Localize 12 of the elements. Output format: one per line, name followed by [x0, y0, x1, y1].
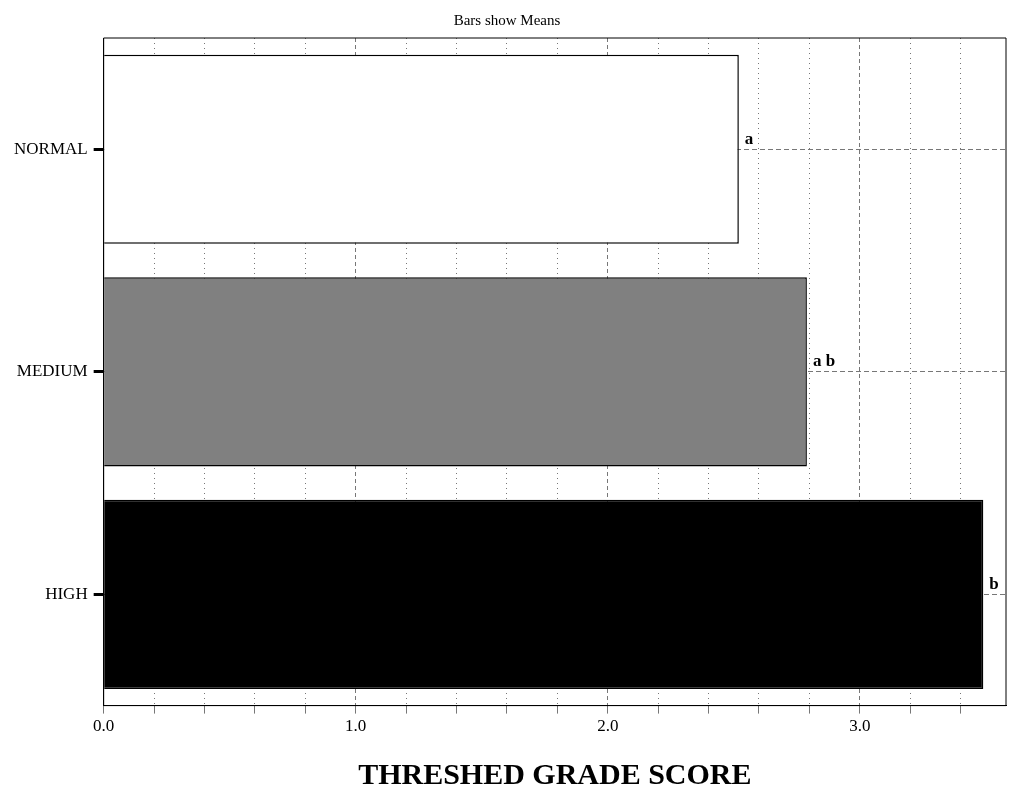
x-tick-label: 2.0 [597, 716, 619, 736]
y-tick-label: NORMAL [14, 138, 88, 158]
chart-title: Bars show Means [453, 11, 561, 28]
annotation: a [744, 128, 754, 148]
x-tick-label: 0.0 [93, 716, 115, 736]
annotation: b [989, 573, 999, 593]
x-tick-label: 1.0 [345, 716, 367, 736]
annotation: a b [812, 351, 836, 371]
x-tick-label: 3.0 [849, 716, 871, 736]
x-axis-title: THRESHED GRADE SCORE [358, 756, 752, 790]
y-tick-label: HIGH [45, 583, 88, 603]
y-tick-label: MEDIUM [16, 361, 88, 381]
